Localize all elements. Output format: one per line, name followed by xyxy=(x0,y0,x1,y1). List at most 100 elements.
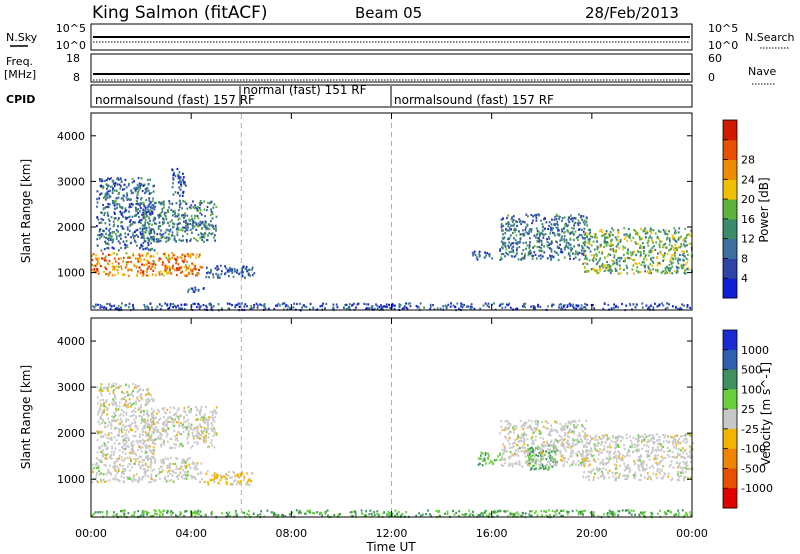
data-cell xyxy=(96,386,99,389)
data-cell xyxy=(176,436,179,439)
data-cell xyxy=(146,246,149,249)
data-cell xyxy=(611,238,613,242)
data-cell xyxy=(109,437,111,440)
data-cell xyxy=(515,449,517,452)
data-cell xyxy=(100,479,103,482)
data-cell xyxy=(641,302,644,305)
data-cell xyxy=(205,306,208,309)
data-cell xyxy=(117,418,120,421)
data-cell xyxy=(533,464,536,467)
data-cell xyxy=(129,451,132,454)
data-cell xyxy=(132,450,135,453)
data-cell xyxy=(640,263,643,266)
data-cell xyxy=(227,269,230,272)
data-cell xyxy=(119,210,122,213)
data-cell xyxy=(161,470,163,473)
data-cell xyxy=(623,474,626,477)
data-cell xyxy=(598,251,601,254)
data-cell xyxy=(683,254,685,257)
data-cell xyxy=(643,468,646,471)
data-cell xyxy=(123,443,125,446)
data-cell xyxy=(525,247,527,250)
data-cell xyxy=(152,455,155,458)
data-cell xyxy=(169,304,172,307)
data-cell xyxy=(186,273,189,277)
data-cell xyxy=(656,439,658,442)
data-cell xyxy=(142,208,145,211)
data-cell xyxy=(119,242,121,245)
data-cell xyxy=(324,307,326,310)
data-cell xyxy=(110,423,112,426)
data-cell xyxy=(605,457,608,460)
data-cell xyxy=(200,416,203,419)
data-cell xyxy=(115,265,118,268)
data-cell xyxy=(99,481,102,484)
data-cell xyxy=(134,257,137,260)
data-cell xyxy=(133,421,136,424)
data-cell xyxy=(142,389,144,392)
data-cell xyxy=(96,431,99,434)
data-cell xyxy=(186,425,188,428)
data-cell xyxy=(528,455,531,458)
data-cell xyxy=(192,302,194,305)
data-cell xyxy=(157,214,159,217)
data-cell xyxy=(647,271,650,274)
data-cell xyxy=(553,250,556,253)
data-cell xyxy=(151,421,153,424)
data-cell xyxy=(237,480,239,483)
data-cell xyxy=(667,475,669,478)
data-cell xyxy=(191,272,194,275)
data-cell xyxy=(535,459,537,462)
data-cell xyxy=(508,229,510,232)
data-cell xyxy=(686,464,689,467)
data-cell xyxy=(539,447,542,450)
data-cell xyxy=(363,302,365,305)
data-cell xyxy=(636,444,639,447)
data-cell xyxy=(130,202,133,205)
data-cell xyxy=(589,250,592,253)
data-cell xyxy=(612,229,615,232)
data-cell xyxy=(199,200,202,203)
data-cell xyxy=(251,268,253,271)
data-cell xyxy=(122,256,125,260)
data-cell xyxy=(532,246,534,249)
data-cell xyxy=(112,182,115,185)
data-cell xyxy=(107,385,110,388)
data-cell xyxy=(588,232,591,235)
data-cell xyxy=(143,410,145,413)
data-cell xyxy=(124,448,127,451)
data-cell xyxy=(121,207,124,210)
data-cell xyxy=(153,235,155,238)
data-cell xyxy=(671,477,674,480)
data-cell xyxy=(109,253,112,257)
data-cell xyxy=(606,446,609,449)
data-cell xyxy=(589,441,591,445)
data-cell xyxy=(198,268,200,272)
data-cell xyxy=(612,247,615,251)
data-cell xyxy=(210,208,212,211)
data-cell xyxy=(109,232,111,235)
data-cell xyxy=(343,306,345,309)
data-cell xyxy=(512,426,514,429)
data-cell xyxy=(231,304,233,307)
data-cell xyxy=(185,466,188,469)
data-cell xyxy=(680,308,683,311)
data-cell xyxy=(186,459,188,462)
data-cell xyxy=(595,253,598,256)
data-cell xyxy=(639,270,642,274)
data-cell xyxy=(521,252,523,255)
data-cell xyxy=(658,438,661,442)
data-cell xyxy=(670,267,672,270)
data-cell xyxy=(173,446,176,450)
data-cell xyxy=(196,240,199,243)
data-cell xyxy=(153,216,156,219)
data-cell xyxy=(176,409,179,412)
data-cell xyxy=(108,223,111,226)
data-cell xyxy=(175,240,178,243)
data-cell xyxy=(373,307,376,310)
data-cell xyxy=(580,440,583,443)
data-cell xyxy=(512,242,515,245)
data-cell xyxy=(144,450,147,453)
data-cell xyxy=(165,215,167,218)
data-cell xyxy=(535,447,537,450)
